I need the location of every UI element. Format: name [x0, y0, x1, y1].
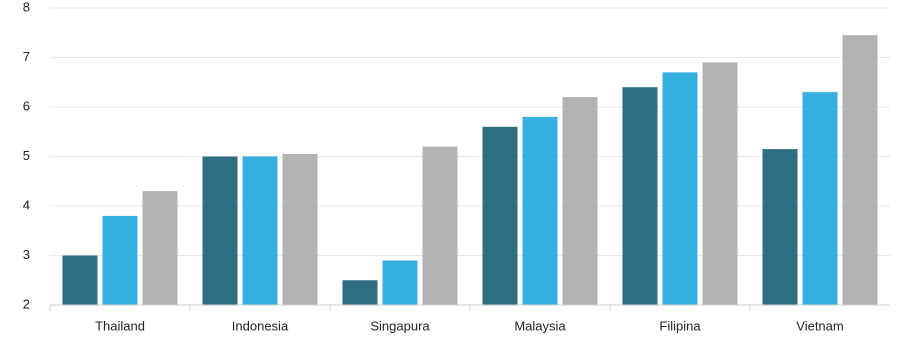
bar — [622, 87, 658, 305]
x-tick-label: Vietnam — [796, 318, 843, 333]
bar — [142, 191, 178, 305]
bar — [842, 35, 878, 305]
bar — [62, 255, 98, 305]
x-tick-label: Filipina — [659, 318, 701, 333]
x-tick-label: Thailand — [95, 318, 145, 333]
x-tick-label: Singapura — [370, 318, 430, 333]
y-tick-label: 2 — [23, 296, 30, 311]
bar — [282, 154, 318, 305]
y-tick-label: 7 — [23, 49, 30, 64]
bar — [422, 146, 458, 305]
y-tick-label: 5 — [23, 148, 30, 163]
y-tick-label: 6 — [23, 98, 30, 113]
bar — [762, 149, 798, 305]
bar — [242, 156, 278, 305]
bar — [702, 62, 738, 306]
y-tick-label: 4 — [23, 197, 30, 212]
y-tick-label: 8 — [23, 0, 30, 14]
bar — [102, 215, 138, 305]
bar — [482, 126, 518, 305]
bar — [382, 260, 418, 305]
bar — [562, 97, 598, 305]
bar — [342, 280, 378, 305]
bar — [662, 72, 698, 305]
bar — [522, 116, 558, 306]
y-tick-label: 3 — [23, 247, 30, 262]
bar — [802, 92, 838, 306]
bar — [202, 156, 238, 305]
x-tick-label: Malaysia — [514, 318, 566, 333]
x-tick-label: Indonesia — [232, 318, 289, 333]
